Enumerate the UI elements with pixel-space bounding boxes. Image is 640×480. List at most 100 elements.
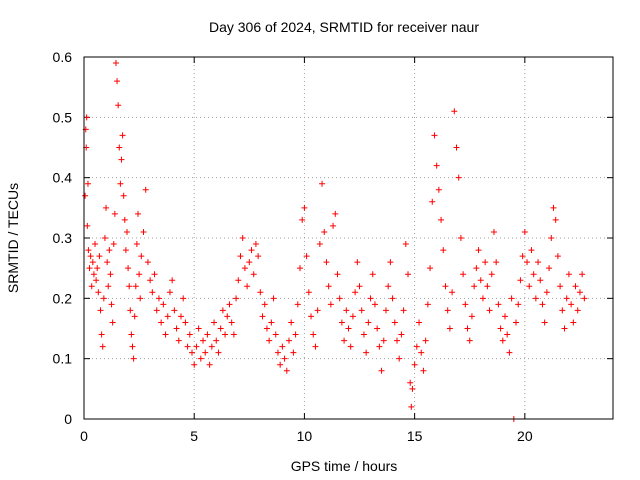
data-point	[550, 204, 557, 211]
data-point	[255, 253, 262, 260]
axis-ticks: 0 0.1 0.2 0.3 0.4 0.5 0.6 0 5 10 15 20	[53, 49, 613, 444]
data-point	[206, 361, 213, 368]
data-point	[101, 235, 108, 241]
data-point	[100, 295, 107, 302]
data-point	[501, 313, 508, 320]
data-point	[574, 307, 581, 314]
data-point	[440, 247, 447, 254]
data-point	[475, 247, 482, 254]
data-point	[354, 259, 361, 266]
data-point	[524, 259, 531, 266]
data-point	[338, 319, 345, 326]
data-point	[248, 247, 255, 254]
data-point	[347, 343, 354, 350]
data-point	[200, 337, 207, 344]
data-point	[164, 313, 171, 320]
data-point	[219, 307, 226, 314]
data-point	[261, 301, 268, 308]
data-point	[314, 307, 321, 314]
data-point	[259, 313, 266, 320]
data-point	[166, 289, 173, 296]
data-point	[116, 144, 123, 151]
data-point	[213, 337, 220, 344]
data-point	[85, 247, 92, 254]
data-point	[451, 108, 458, 115]
data-point	[186, 331, 193, 338]
data-point	[405, 271, 412, 278]
data-point	[95, 289, 102, 296]
data-point	[108, 301, 115, 308]
data-point	[244, 283, 251, 290]
data-point	[396, 355, 403, 362]
data-point	[189, 349, 196, 356]
data-point	[389, 295, 396, 302]
data-point	[92, 241, 99, 248]
data-point	[352, 289, 359, 296]
data-point	[506, 349, 513, 356]
data-point	[114, 78, 121, 85]
data-point	[484, 283, 491, 290]
data-point	[97, 307, 104, 314]
data-point	[90, 271, 97, 278]
data-point	[435, 186, 442, 193]
data-point	[336, 295, 343, 302]
data-point	[182, 319, 189, 326]
data-point	[356, 283, 363, 290]
data-point	[140, 228, 147, 235]
data-point	[407, 379, 414, 386]
data-point	[162, 331, 169, 338]
data-point	[277, 361, 284, 368]
data-point	[420, 367, 427, 374]
data-point	[365, 319, 372, 326]
plot-frame	[83, 56, 614, 420]
data-point	[532, 295, 539, 302]
data-point	[246, 259, 253, 266]
data-point	[215, 349, 222, 356]
data-point	[308, 313, 315, 320]
data-point	[427, 265, 434, 272]
data-point	[473, 265, 480, 272]
data-point	[118, 156, 125, 163]
data-point	[382, 307, 389, 314]
data-point	[83, 114, 90, 121]
data-point	[285, 337, 292, 344]
data-point	[131, 313, 138, 320]
data-point	[321, 228, 328, 235]
data-point	[528, 247, 535, 254]
data-point	[305, 289, 312, 296]
data-point	[360, 331, 367, 338]
data-point	[438, 216, 445, 223]
data-point	[117, 180, 124, 187]
data-point	[371, 301, 378, 308]
data-point	[250, 271, 257, 278]
x-tick-label: 20	[517, 428, 533, 444]
x-tick-label: 5	[190, 428, 198, 444]
data-point	[204, 331, 211, 338]
data-point	[228, 319, 235, 326]
data-point	[233, 295, 240, 302]
data-point	[479, 295, 486, 302]
x-tick-label: 0	[80, 428, 88, 444]
data-point	[455, 174, 462, 181]
data-point	[408, 403, 415, 410]
data-point	[257, 289, 264, 296]
data-point	[226, 301, 233, 308]
data-point	[89, 259, 96, 266]
data-point	[202, 349, 209, 356]
data-point	[82, 192, 89, 199]
data-point	[288, 319, 295, 326]
data-point	[539, 301, 546, 308]
data-point	[303, 253, 310, 260]
y-tick-label: 0	[64, 411, 72, 427]
data-point	[120, 192, 127, 199]
data-point	[453, 144, 460, 151]
data-point	[499, 337, 506, 344]
data-point	[94, 265, 101, 272]
data-point	[530, 271, 537, 278]
data-point	[325, 283, 332, 290]
data-point	[109, 319, 116, 326]
data-point	[460, 271, 467, 278]
data-point	[107, 271, 114, 278]
data-point	[135, 210, 142, 217]
